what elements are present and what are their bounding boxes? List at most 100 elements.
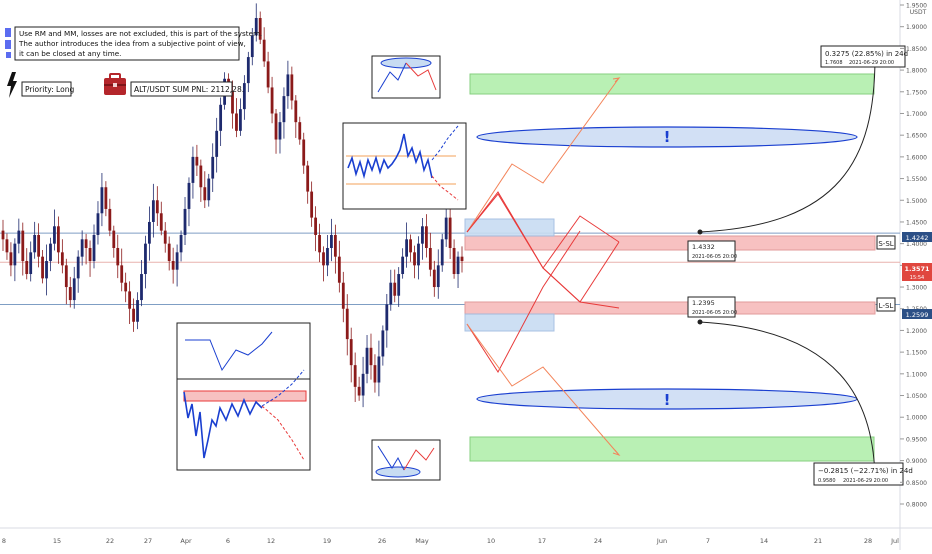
long-forecast-curve xyxy=(699,56,876,233)
candle-body xyxy=(337,256,341,283)
candle-body xyxy=(452,247,456,275)
long-entry-zone[interactable] xyxy=(464,301,876,315)
candle-body xyxy=(1,230,5,240)
candle-body xyxy=(33,234,37,253)
x-tick-label: 17 xyxy=(538,537,546,545)
candle-body xyxy=(440,239,444,266)
projection-upper-price: 1.7608 xyxy=(825,60,843,66)
candle-body xyxy=(41,256,44,279)
inset-top-center xyxy=(371,55,441,99)
candle-body xyxy=(460,256,464,262)
short-entry-zone[interactable] xyxy=(464,235,876,251)
y-tick-label: 1.6500 xyxy=(906,133,927,140)
s-sl-price-badge: 1.4242 xyxy=(902,232,932,242)
candle-body xyxy=(187,182,191,209)
candle-body xyxy=(254,18,258,36)
projection-lower-date: 2021-06-29 20:00 xyxy=(843,478,888,484)
l-sl-tag[interactable]: L-SL xyxy=(876,297,896,312)
candle-body xyxy=(310,191,314,218)
last-price-value: 1.3571 xyxy=(904,265,930,273)
projection-box-upper[interactable]: 0.3275 (22.85%) in 24d 1.7608 2021-06-29… xyxy=(820,45,908,68)
long-target-zone[interactable] xyxy=(469,73,875,95)
lightning-icon xyxy=(7,72,17,98)
candle-body xyxy=(45,261,48,279)
candle-body xyxy=(17,230,21,244)
candle-body xyxy=(357,386,361,396)
candle-body xyxy=(116,247,120,266)
candle-body xyxy=(207,178,211,201)
y-tick-label: 1.1500 xyxy=(906,350,927,357)
x-tick-label: 15 xyxy=(53,537,61,545)
candle-body xyxy=(456,256,460,275)
candle-body xyxy=(195,156,199,166)
note-line-2: The author introduces the idea from a su… xyxy=(18,39,246,48)
note-line-3: it can be closed at any time. xyxy=(19,49,121,58)
candle-body xyxy=(258,18,262,40)
candle-body xyxy=(84,239,88,248)
short-watch-box[interactable] xyxy=(464,218,555,237)
candle-body xyxy=(306,165,310,192)
long-scenario-path xyxy=(466,230,581,373)
forecast-box-upper[interactable]: 1.4332 2021-06-05 20:00 xyxy=(687,240,737,262)
upper-ellipse[interactable] xyxy=(476,126,858,148)
author-note: Use RM and MM, losses are not excluded, … xyxy=(5,26,262,61)
candle-body xyxy=(25,261,29,275)
last-price-badge: 1.3571 15:54 xyxy=(902,263,932,281)
candle-body xyxy=(242,83,246,110)
y-tick-label: 1.9500 xyxy=(906,3,927,10)
candle-body xyxy=(341,282,345,309)
priority-group: Priority: Long xyxy=(7,72,74,98)
candle-body xyxy=(231,91,234,114)
forecast-upper-value: 1.4332 xyxy=(692,243,715,251)
candle-body xyxy=(432,269,436,288)
y-tick-label: 1.5500 xyxy=(906,176,927,183)
candle-body xyxy=(330,234,333,248)
y-tick-label: 1.7000 xyxy=(906,111,927,118)
candle-body xyxy=(112,230,116,248)
short-forecast-origin xyxy=(697,319,703,325)
candle-body xyxy=(401,256,405,275)
scenario-paths xyxy=(466,77,621,457)
forecast-box-lower[interactable]: 1.2395 2021-06-05 20:00 xyxy=(687,296,737,318)
s-sl-tag[interactable]: S-SL xyxy=(876,235,896,250)
candle-body xyxy=(333,234,337,257)
note-bullet-2 xyxy=(5,40,11,49)
y-tick-label: 1.6000 xyxy=(906,154,927,161)
candle-body xyxy=(108,208,112,231)
y-tick-label: 1.4000 xyxy=(906,241,927,248)
candle-body xyxy=(92,234,96,262)
candle-body xyxy=(345,308,349,340)
time-axis[interactable]: 8 15 22 27 Apr 6 12 19 26 May 10 17 24 Jun 7 14 21 28 Jul xyxy=(2,537,899,545)
y-tick-label: 1.8000 xyxy=(906,68,927,75)
short-target-zone[interactable] xyxy=(469,436,875,462)
x-tick-label: 14 xyxy=(760,537,768,545)
x-tick-label: 28 xyxy=(864,537,872,545)
projection-box-lower[interactable]: −0.2815 (−22.71%) in 24d 0.9580 2021-06-… xyxy=(813,462,913,486)
x-tick-label: Jul xyxy=(890,537,899,545)
last-price-countdown: 15:54 xyxy=(910,275,924,281)
candle-body xyxy=(235,113,238,131)
forecast-upper-date: 2021-06-05 20:00 xyxy=(692,254,737,260)
candle-body xyxy=(436,265,440,288)
long-watch-box[interactable] xyxy=(464,313,555,332)
candle-body xyxy=(262,39,266,62)
candle-body xyxy=(191,156,195,183)
candle-body xyxy=(49,243,52,262)
candle-body xyxy=(409,239,412,253)
pnl-label: ALT/USDT SUM PNL: 2112,28. xyxy=(134,85,244,94)
price-axis[interactable]: 1.9500 1.9000 1.8500 1.8000 1.7500 1.7000 1.65… xyxy=(900,3,927,509)
candle-body xyxy=(175,252,179,270)
candle-body xyxy=(76,256,80,279)
x-tick-label: 19 xyxy=(323,537,331,545)
x-tick-label: May xyxy=(415,537,429,545)
candle-body xyxy=(278,122,282,140)
candle-body xyxy=(377,356,381,383)
candle-body xyxy=(290,74,294,101)
candle-body xyxy=(80,239,84,257)
candle-body xyxy=(68,287,72,301)
candle-body xyxy=(286,74,290,97)
upper-ellipse-mark: ! xyxy=(664,128,671,146)
priority-label: Priority: Long xyxy=(25,85,74,94)
y-tick-label: 1.9000 xyxy=(906,24,927,31)
